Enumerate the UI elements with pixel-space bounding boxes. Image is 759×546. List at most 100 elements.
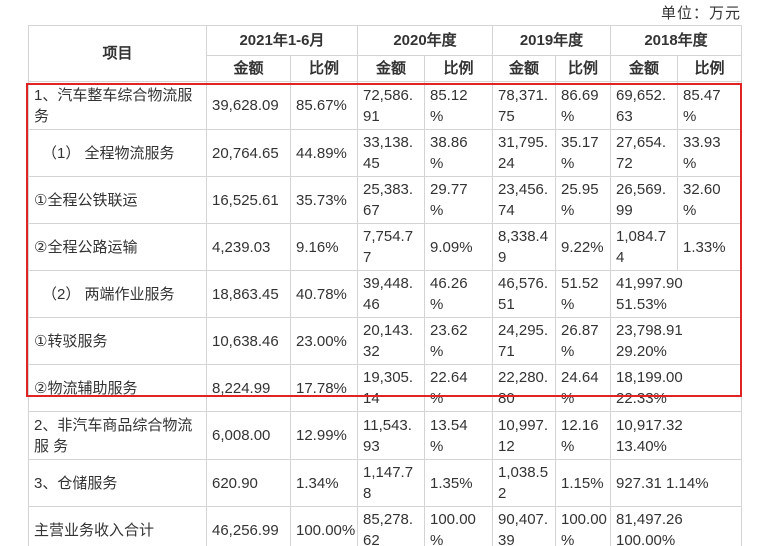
table-row: ①全程公铁联运 16,525.61 35.73% 25,383. 67 29.7… <box>28 176 742 224</box>
row-label: ②物流辅助服务 <box>28 364 207 412</box>
header-ratio-2019: 比例 <box>555 55 611 82</box>
amount-ratio-merged-cell: 18,199.00 22.33% <box>610 364 742 412</box>
table-wrapper: 项目 2021年1-6月 2020年度 2019年度 2018年度 金额 比例 … <box>26 25 742 546</box>
amount-cell: 24,295. 71 <box>492 317 556 365</box>
table-row: 2、非汽车商品综合物流 服 务 6,008.00 12.99% 11,543. … <box>28 411 742 460</box>
ratio-cell: 32.60 % <box>677 176 742 224</box>
row-label: 1、汽车整车综合物流服 务 <box>28 81 207 130</box>
amount-cell: 8,338.4 9 <box>492 223 556 271</box>
amount-cell: 20,143. 32 <box>357 317 425 365</box>
ratio-cell: 100.00 % <box>424 506 493 546</box>
amount-cell: 4,239.03 <box>206 223 291 271</box>
ratio-cell: 100.00% <box>290 506 358 546</box>
amount-cell: 1,147.7 8 <box>357 459 425 507</box>
ratio-cell: 100.00 % <box>555 506 611 546</box>
amount-cell: 39,448. 46 <box>357 270 425 318</box>
revenue-table: 项目 2021年1-6月 2020年度 2019年度 2018年度 金额 比例 … <box>28 25 742 546</box>
ratio-cell: 22.64 % <box>424 364 493 412</box>
amount-ratio-merged-cell: 927.31 1.14% <box>610 459 742 507</box>
header-period-2019: 2019年度 <box>492 25 611 56</box>
ratio-cell: 1.33% <box>677 223 742 271</box>
amount-ratio-merged-cell: 10,917.32 13.40% <box>610 411 742 460</box>
ratio-cell: 85.47 % <box>677 81 742 130</box>
table-row: ②全程公路运输 4,239.03 9.16% 7,754.7 7 9.09% 8… <box>28 223 742 271</box>
amount-cell: 90,407. 39 <box>492 506 556 546</box>
amount-cell: 1,038.5 2 <box>492 459 556 507</box>
ratio-cell: 85.12 % <box>424 81 493 130</box>
amount-cell: 11,543. 93 <box>357 411 425 460</box>
amount-cell: 16,525.61 <box>206 176 291 224</box>
header-ratio-2021: 比例 <box>290 55 358 82</box>
amount-cell: 69,652. 63 <box>610 81 678 130</box>
unit-label: 单位：万元 <box>660 5 741 22</box>
amount-cell: 46,256.99 <box>206 506 291 546</box>
table-row: （2） 两端作业服务 18,863.45 40.78% 39,448. 46 4… <box>28 270 742 318</box>
amount-cell: 8,224.99 <box>206 364 291 412</box>
header-period-2021: 2021年1-6月 <box>206 25 358 56</box>
ratio-cell: 23.00% <box>290 317 358 365</box>
row-label: ①全程公铁联运 <box>28 176 207 224</box>
amount-cell: 25,383. 67 <box>357 176 425 224</box>
ratio-cell: 24.64 % <box>555 364 611 412</box>
header-amount-2018: 金额 <box>610 55 678 82</box>
ratio-cell: 40.78% <box>290 270 358 318</box>
amount-cell: 22,280. 80 <box>492 364 556 412</box>
ratio-cell: 33.93 % <box>677 129 742 177</box>
ratio-cell: 1.34% <box>290 459 358 507</box>
ratio-cell: 9.09% <box>424 223 493 271</box>
table-row: ②物流辅助服务 8,224.99 17.78% 19,305. 14 22.64… <box>28 364 742 412</box>
amount-cell: 20,764.65 <box>206 129 291 177</box>
ratio-cell: 25.95 % <box>555 176 611 224</box>
amount-cell: 10,997. 12 <box>492 411 556 460</box>
ratio-cell: 85.67% <box>290 81 358 130</box>
row-label: 3、仓储服务 <box>28 459 207 507</box>
amount-cell: 33,138. 45 <box>357 129 425 177</box>
row-label: ②全程公路运输 <box>28 223 207 271</box>
amount-cell: 46,576. 51 <box>492 270 556 318</box>
ratio-cell: 23.62 % <box>424 317 493 365</box>
header-amount-2020: 金额 <box>357 55 425 82</box>
amount-cell: 10,638.46 <box>206 317 291 365</box>
ratio-cell: 12.16 % <box>555 411 611 460</box>
row-label: ①转驳服务 <box>28 317 207 365</box>
row-label: 主营业务收入合计 <box>28 506 207 546</box>
ratio-cell: 35.73% <box>290 176 358 224</box>
row-label: （2） 两端作业服务 <box>28 270 207 318</box>
amount-cell: 6,008.00 <box>206 411 291 460</box>
amount-cell: 7,754.7 7 <box>357 223 425 271</box>
ratio-cell: 26.87 % <box>555 317 611 365</box>
ratio-cell: 9.16% <box>290 223 358 271</box>
table-row: 主营业务收入合计 46,256.99 100.00% 85,278. 62 10… <box>28 506 742 546</box>
header-amount-2019: 金额 <box>492 55 556 82</box>
amount-cell: 39,628.09 <box>206 81 291 130</box>
amount-ratio-merged-cell: 81,497.26 100.00% <box>610 506 742 546</box>
row-label: （1） 全程物流服务 <box>28 129 207 177</box>
ratio-cell: 46.26 % <box>424 270 493 318</box>
amount-cell: 72,586. 91 <box>357 81 425 130</box>
ratio-cell: 17.78% <box>290 364 358 412</box>
table-row: 3、仓储服务 620.90 1.34% 1,147.7 8 1.35% 1,03… <box>28 459 742 507</box>
header-amount-2021: 金额 <box>206 55 291 82</box>
ratio-cell: 29.77 % <box>424 176 493 224</box>
ratio-cell: 9.22% <box>555 223 611 271</box>
header-period-2020: 2020年度 <box>357 25 493 56</box>
ratio-cell: 35.17 % <box>555 129 611 177</box>
header-item: 项目 <box>28 25 207 82</box>
amount-ratio-merged-cell: 23,798.91 29.20% <box>610 317 742 365</box>
header-ratio-2018: 比例 <box>677 55 742 82</box>
ratio-cell: 44.89% <box>290 129 358 177</box>
amount-cell: 23,456. 74 <box>492 176 556 224</box>
amount-cell: 78,371. 75 <box>492 81 556 130</box>
table-row: （1） 全程物流服务 20,764.65 44.89% 33,138. 45 3… <box>28 129 742 177</box>
amount-cell: 31,795. 24 <box>492 129 556 177</box>
table-row: ①转驳服务 10,638.46 23.00% 20,143. 32 23.62 … <box>28 317 742 365</box>
ratio-cell: 1.15% <box>555 459 611 507</box>
ratio-cell: 1.35% <box>424 459 493 507</box>
row-label: 2、非汽车商品综合物流 服 务 <box>28 411 207 460</box>
ratio-cell: 51.52 % <box>555 270 611 318</box>
amount-cell: 26,569. 99 <box>610 176 678 224</box>
ratio-cell: 38.86 % <box>424 129 493 177</box>
ratio-cell: 86.69 % <box>555 81 611 130</box>
amount-cell: 620.90 <box>206 459 291 507</box>
